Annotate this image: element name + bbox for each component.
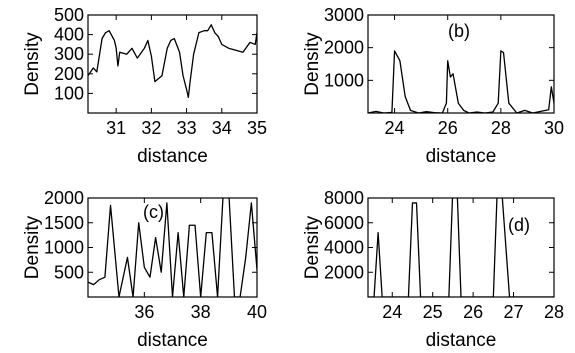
series-line (88, 198, 257, 297)
y-tick-label: 500 (54, 262, 84, 282)
x-tick-label: 30 (544, 118, 564, 138)
y-tick-label: 100 (54, 83, 84, 103)
y-tick-label: 1500 (44, 213, 84, 233)
y-tick-label: 2000 (324, 38, 364, 58)
panel-d: 24 25 26 27 28 2000 4000 6000 8000 distance Densit… (302, 188, 564, 351)
x-tick-label: 40 (247, 302, 267, 322)
y-axis-label: Density (22, 215, 43, 279)
y-tick-label: 2000 (324, 262, 364, 282)
panel-label: (b) (448, 21, 470, 41)
y-tick-label: 1000 (324, 70, 364, 90)
y-tick-label: 4000 (324, 238, 364, 258)
x-axis-label: distance (426, 146, 497, 167)
y-tick-label: 500 (54, 5, 84, 25)
x-tick-label: 25 (423, 302, 443, 322)
plot-frame (87, 14, 258, 114)
x-tick-label: 28 (544, 302, 564, 322)
x-tick-label: 24 (382, 302, 402, 322)
y-tick-label: 2000 (44, 188, 84, 208)
x-tick-label: 28 (491, 118, 511, 138)
y-tick-label: 3000 (324, 5, 364, 25)
plot-frame (367, 14, 555, 114)
panel-c: 36 38 40 500 1000 1500 2000 distance Density (c) (22, 188, 267, 351)
x-axis-label: distance (137, 146, 208, 167)
y-tick-label: 300 (54, 44, 84, 64)
x-tick-label: 34 (212, 118, 232, 138)
y-tick-label: 6000 (324, 213, 364, 233)
x-tick-label: 27 (504, 302, 524, 322)
x-tick-label: 32 (141, 118, 161, 138)
series-line (368, 198, 554, 297)
x-tick-label: 31 (106, 118, 126, 138)
x-tick-label: 35 (247, 118, 267, 138)
x-tick-label: 26 (438, 118, 458, 138)
x-axis-label: distance (426, 330, 497, 351)
y-tick-label: 400 (54, 25, 84, 45)
y-axis-label: Density (302, 215, 323, 279)
x-tick-label: 26 (463, 302, 483, 322)
y-tick-label: 8000 (324, 188, 364, 208)
panel-b: 24 26 28 30 1000 2000 3000 distance Density (b) (302, 5, 564, 167)
series-line (368, 50, 554, 113)
x-tick-label: 33 (177, 118, 197, 138)
y-tick-label: 200 (54, 64, 84, 84)
series-line (88, 24, 257, 98)
x-tick-label: 38 (191, 302, 211, 322)
x-axis-label: distance (137, 330, 208, 351)
y-axis-label: Density (302, 32, 323, 96)
y-axis-label: Density (22, 32, 43, 96)
panel-label: (d) (508, 215, 530, 235)
x-tick-label: 36 (134, 302, 154, 322)
y-tick-label: 1000 (44, 238, 84, 258)
panel-label: (c) (143, 202, 164, 222)
x-tick-label: 24 (385, 118, 405, 138)
